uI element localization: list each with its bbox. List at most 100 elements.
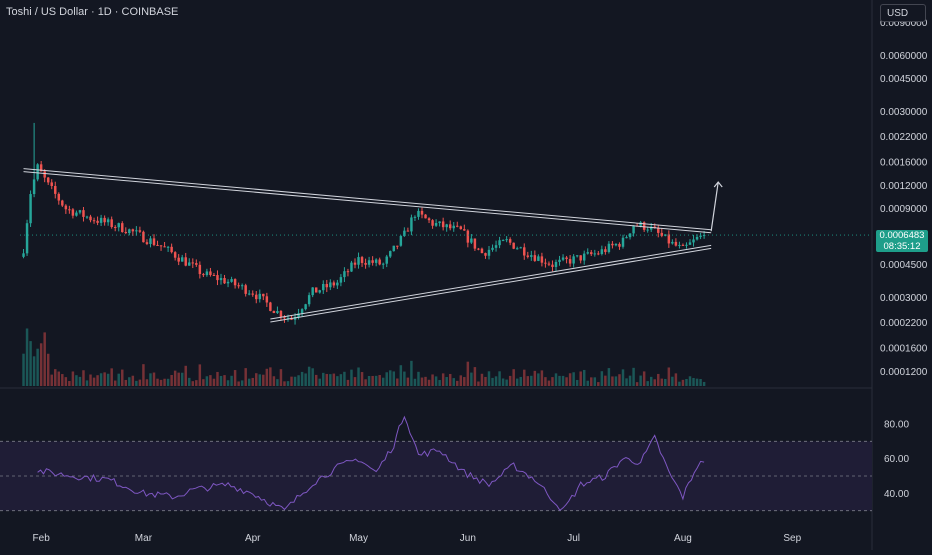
candle-body [353, 262, 357, 265]
candle-body [621, 237, 625, 247]
candle-body [339, 277, 343, 283]
candle-body [258, 293, 262, 300]
candle-body [579, 255, 582, 261]
volume-bar [424, 376, 427, 386]
volume-bar [318, 378, 321, 386]
candle-body [463, 229, 466, 231]
candle-body [678, 244, 681, 246]
volume-bar [25, 328, 29, 386]
candle-body [554, 261, 558, 267]
price-tick-label: 0.0030000 [880, 107, 928, 118]
currency-button[interactable]: USD [880, 4, 926, 22]
candle-body [46, 177, 50, 183]
candle-body [318, 290, 321, 293]
volume-bar [554, 373, 558, 386]
candle-body [332, 282, 336, 286]
volume-bar [593, 377, 597, 386]
volume-bar [39, 343, 43, 386]
volume-bar [597, 382, 600, 386]
volume-bar [657, 373, 660, 386]
candle-body [364, 262, 367, 265]
candle-body [632, 225, 635, 234]
candle-body [300, 309, 304, 314]
candle-body [417, 210, 420, 217]
time-tick-label: Feb [33, 533, 51, 544]
volume-bar [75, 375, 78, 386]
volume-bar [322, 372, 325, 386]
candle-body [431, 220, 434, 226]
candle-body [667, 234, 671, 244]
volume-bar [346, 379, 350, 386]
volume-bar [463, 377, 466, 386]
volume-bar [396, 378, 399, 386]
candle-body [311, 287, 314, 296]
volume-bar [212, 378, 216, 386]
candle-body [441, 221, 445, 228]
volume-bar [117, 373, 120, 386]
volume-bar [128, 377, 131, 386]
volume-bar [621, 369, 625, 386]
candle-body [156, 244, 159, 246]
candle-body [269, 302, 272, 311]
volume-bar [441, 373, 445, 386]
candle-body [32, 179, 36, 195]
volume-bar [357, 367, 360, 386]
time-tick-label: Sep [783, 533, 801, 544]
candle-body [628, 233, 632, 238]
time-tick-label: Aug [674, 533, 692, 544]
candle-body [438, 221, 441, 224]
volume-bar [625, 378, 628, 386]
candle-body [533, 255, 537, 261]
candle-body [448, 224, 452, 229]
volume-bar [262, 374, 265, 386]
volume-bar [279, 369, 283, 386]
candle-body [50, 182, 53, 186]
candle-body [505, 239, 508, 241]
volume-bar [216, 371, 219, 386]
candle-body [92, 220, 96, 222]
candle-body [128, 229, 131, 234]
candle-body [297, 313, 300, 317]
volume-bar [96, 375, 99, 386]
volume-bar [515, 378, 519, 386]
candle-body [427, 218, 431, 221]
candle-body [586, 252, 589, 254]
candle-body [212, 274, 216, 276]
candle-body [117, 223, 120, 228]
volume-bar [61, 374, 64, 386]
volume-bar [533, 370, 537, 386]
volume-bar [530, 375, 533, 386]
candle-body [219, 278, 223, 281]
volume-bar [138, 379, 142, 386]
volume-bar [632, 367, 635, 386]
candle-body [99, 217, 103, 223]
volume-bar [177, 372, 180, 386]
volume-bar [269, 367, 272, 386]
candle-body [283, 317, 286, 319]
volume-bar [600, 371, 604, 386]
candle-body [322, 283, 325, 291]
candle-body [314, 287, 318, 293]
price-tick-label: 0.0001200 [880, 367, 928, 378]
candle-body [367, 260, 371, 265]
candle-body [78, 210, 82, 213]
volume-bar [145, 379, 149, 386]
volume-bar [50, 374, 53, 386]
candle-body [396, 245, 399, 247]
volume-bar [180, 372, 184, 386]
volume-bar [121, 369, 124, 386]
volume-bar [413, 378, 417, 386]
volume-bar [255, 373, 258, 386]
candle-body [392, 245, 396, 252]
candle-body [660, 232, 664, 236]
candle-body [43, 171, 46, 178]
volume-bar [586, 380, 589, 386]
volume-bar [364, 379, 367, 386]
volume-bar [381, 377, 385, 386]
candle-body [230, 279, 233, 282]
volume-bar [57, 371, 61, 386]
candle-body [597, 253, 600, 255]
drawings [20, 168, 872, 323]
volume-bar [572, 372, 575, 386]
